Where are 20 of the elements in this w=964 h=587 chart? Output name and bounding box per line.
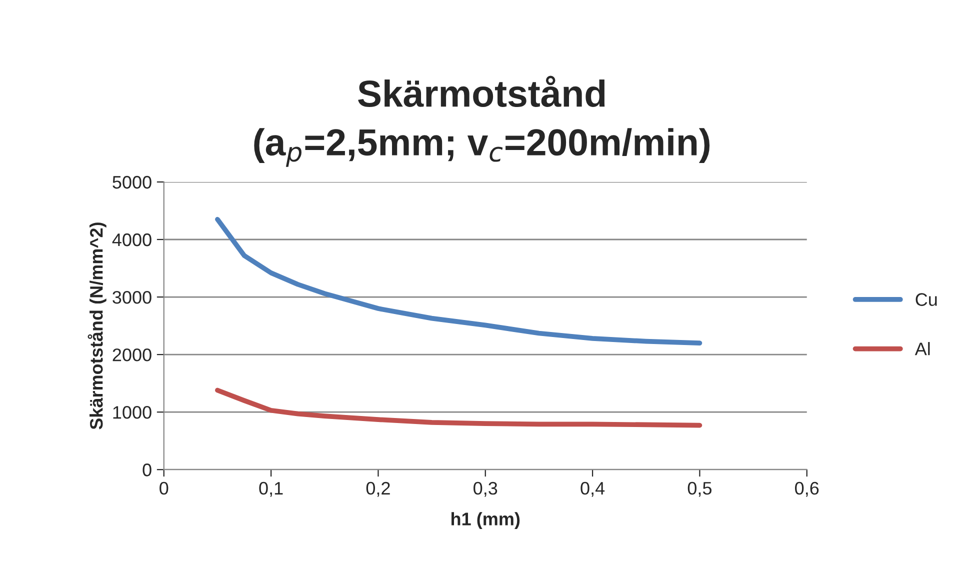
x-tick-label: 0,2	[366, 482, 390, 497]
y-tick-label: 1000	[113, 406, 152, 419]
y-tick-label: 0	[142, 464, 152, 476]
line-series	[215, 216, 702, 346]
chart-title: Skärmotstånd (a$_{p}$=2,5mm; v$_{c}$=200m/min)	[254, 76, 710, 167]
legend-label: Al	[914, 342, 930, 356]
y-tick-label: 3000	[112, 290, 152, 304]
x-tick-label: 0,1	[259, 482, 283, 497]
line-series	[215, 388, 702, 428]
legend-label: Cu	[916, 293, 937, 306]
y-tick-label: 2000	[112, 348, 152, 362]
x-tick-label: 0,3	[474, 482, 498, 497]
x-tick-label: 0	[160, 482, 168, 495]
y-axis-title: Skärmotstånd (N/mm^2)	[88, 222, 106, 430]
y-tick-label: 4000	[112, 233, 152, 246]
y-tick-label: 5000	[112, 176, 152, 189]
x-tick-label: 0,6	[795, 482, 819, 497]
x-tick-label: 0,5	[688, 482, 712, 497]
x-tick-label: 0,4	[580, 482, 605, 497]
x-axis-title: h1 (mm)	[452, 512, 520, 529]
